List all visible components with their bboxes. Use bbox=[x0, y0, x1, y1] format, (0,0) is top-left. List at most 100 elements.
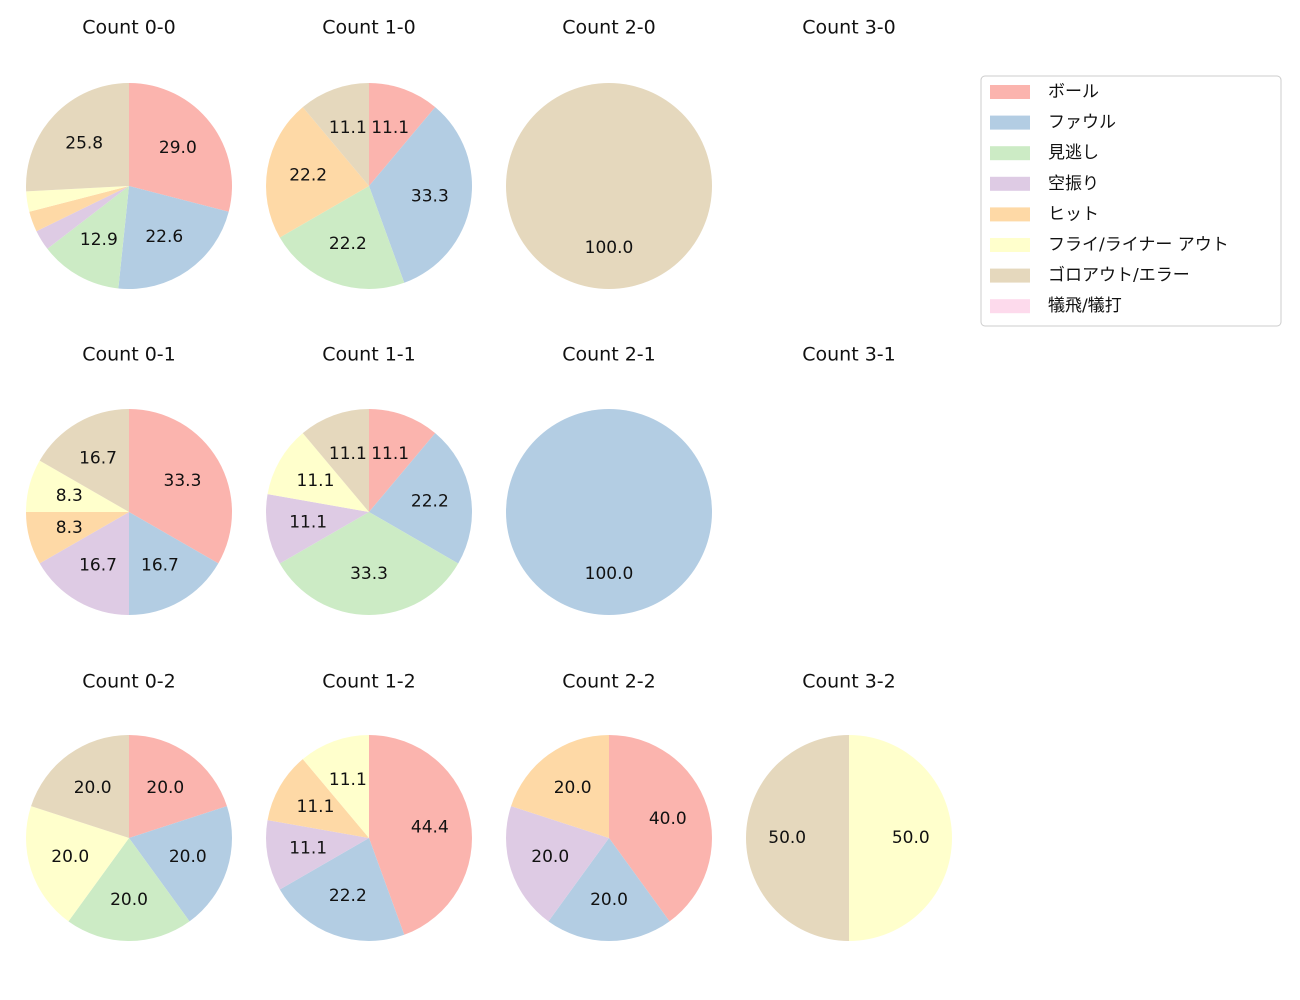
value-label: 20.0 bbox=[169, 847, 207, 867]
value-label: 22.6 bbox=[145, 227, 183, 247]
chart-title: Count 2-1 bbox=[562, 344, 656, 366]
chart-title: Count 0-2 bbox=[82, 671, 176, 693]
legend-box bbox=[980, 75, 1282, 327]
value-label: 16.7 bbox=[79, 555, 117, 575]
chart-title: Count 2-0 bbox=[562, 17, 656, 39]
value-label: 50.0 bbox=[892, 828, 930, 848]
pie-slice bbox=[279, 186, 405, 289]
legend-swatch bbox=[990, 299, 1030, 314]
value-label: 40.0 bbox=[649, 809, 687, 829]
value-label: 100.0 bbox=[585, 238, 634, 258]
pie-slice bbox=[265, 107, 369, 238]
chart-title: Count 1-0 bbox=[322, 17, 416, 39]
legend-swatch bbox=[990, 207, 1030, 222]
value-label: 20.0 bbox=[51, 847, 89, 867]
pie-slice bbox=[129, 409, 233, 564]
pie-slice bbox=[36, 186, 129, 249]
pie-slice bbox=[31, 735, 129, 838]
pie-slice bbox=[849, 735, 952, 941]
chart-title: Count 0-1 bbox=[82, 344, 176, 366]
legend-swatch bbox=[990, 146, 1030, 161]
value-label: 8.3 bbox=[56, 518, 83, 538]
value-label: 11.1 bbox=[289, 513, 327, 533]
legend-label: 犠飛/犠打 bbox=[1048, 296, 1122, 316]
pie-slice bbox=[609, 735, 713, 922]
chart-title: Count 3-0 bbox=[802, 17, 896, 39]
pie-slice bbox=[265, 494, 369, 564]
value-label: 44.4 bbox=[411, 817, 449, 837]
pie-slice bbox=[129, 806, 232, 922]
value-label: 11.1 bbox=[297, 797, 335, 817]
value-label: 22.2 bbox=[411, 491, 449, 511]
value-label: 20.0 bbox=[74, 778, 112, 798]
legend-swatch bbox=[990, 268, 1030, 283]
value-label: 11.1 bbox=[371, 118, 409, 138]
chart-title: Count 1-1 bbox=[322, 344, 416, 366]
pie-slice bbox=[118, 186, 229, 289]
legend-label: ボール bbox=[1048, 82, 1099, 102]
value-label: 100.0 bbox=[585, 564, 634, 584]
value-label: 11.1 bbox=[297, 471, 335, 491]
legend-swatch bbox=[990, 176, 1030, 191]
pie-slice bbox=[26, 512, 129, 564]
legend-label: ヒット bbox=[1048, 204, 1099, 224]
pie-slice bbox=[266, 820, 369, 890]
pie-slice bbox=[129, 735, 227, 838]
value-label: 11.1 bbox=[289, 839, 327, 859]
value-label: 20.0 bbox=[110, 890, 148, 910]
pie-slice bbox=[369, 433, 473, 564]
pie-slice bbox=[26, 83, 129, 192]
value-label: 8.3 bbox=[56, 486, 83, 506]
pie-slice bbox=[302, 83, 369, 186]
value-label: 20.0 bbox=[146, 778, 184, 798]
pie-slice bbox=[369, 107, 472, 283]
pie-slice bbox=[26, 460, 129, 512]
value-label: 20.0 bbox=[531, 847, 569, 867]
value-label: 20.0 bbox=[590, 890, 628, 910]
legend-label: 空振り bbox=[1048, 174, 1099, 194]
pie-slice bbox=[369, 735, 472, 935]
pie-slice bbox=[26, 186, 129, 212]
chart-title: Count 1-2 bbox=[322, 671, 416, 693]
value-label: 11.1 bbox=[371, 444, 409, 464]
pie-slice bbox=[302, 735, 369, 838]
pie-slice bbox=[369, 83, 436, 186]
pie-slice bbox=[26, 806, 130, 922]
value-label: 16.7 bbox=[79, 449, 117, 469]
value-label: 22.2 bbox=[289, 165, 327, 185]
pie-slice bbox=[68, 838, 190, 941]
value-label: 22.2 bbox=[329, 886, 367, 906]
legend-swatch bbox=[990, 115, 1030, 130]
pie-slice bbox=[39, 512, 129, 615]
chart-title: Count 3-2 bbox=[802, 671, 896, 693]
legend-swatch bbox=[990, 85, 1030, 99]
pie-slice bbox=[506, 409, 712, 615]
chart-title: Count 3-1 bbox=[802, 344, 896, 366]
pie-slice bbox=[511, 735, 609, 838]
value-label: 11.1 bbox=[329, 770, 367, 790]
value-label: 50.0 bbox=[768, 828, 806, 848]
chart-title: Count 2-2 bbox=[562, 671, 656, 693]
legend-label: フライ/ライナー アウト bbox=[1048, 235, 1229, 255]
legend-label: ゴロアウト/エラー bbox=[1048, 265, 1190, 286]
pie-slice bbox=[279, 838, 405, 941]
value-label: 25.8 bbox=[65, 133, 103, 153]
pie-slice bbox=[369, 409, 436, 512]
pie-slice bbox=[302, 409, 369, 512]
pie-slice bbox=[548, 838, 670, 941]
pie-slice bbox=[746, 735, 849, 941]
value-label: 11.1 bbox=[329, 118, 367, 138]
value-label: 33.3 bbox=[411, 187, 449, 207]
pie-slice bbox=[129, 83, 232, 212]
pie-slice bbox=[267, 759, 369, 838]
pie-slice bbox=[129, 512, 219, 615]
pie-slice bbox=[47, 186, 129, 289]
pie-slice bbox=[506, 806, 609, 922]
value-label: 29.0 bbox=[159, 138, 197, 158]
value-label: 12.9 bbox=[80, 230, 118, 250]
value-label: 20.0 bbox=[554, 778, 592, 798]
value-label: 11.1 bbox=[329, 444, 367, 464]
chart-title: Count 0-0 bbox=[82, 17, 176, 39]
